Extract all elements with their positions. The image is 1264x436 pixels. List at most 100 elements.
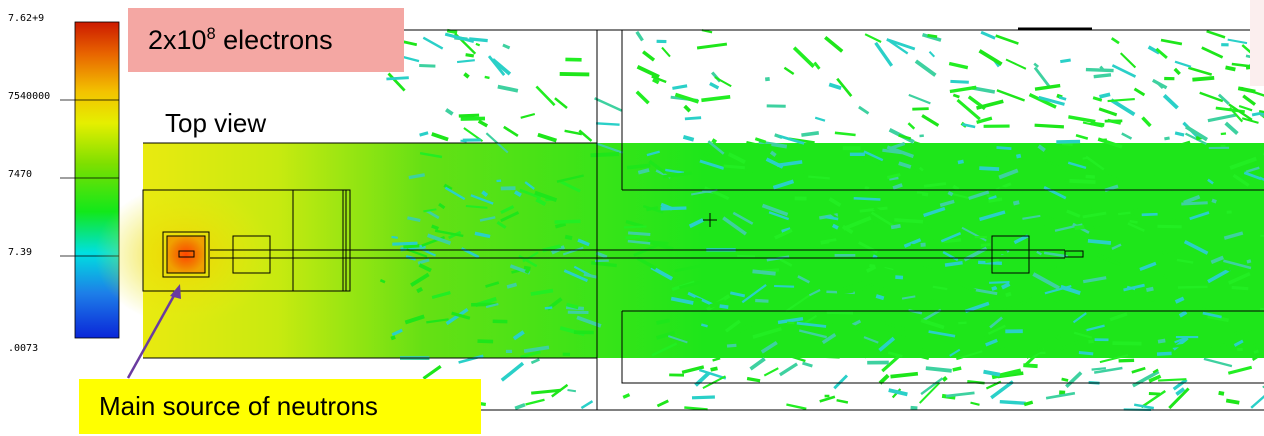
colorbar-label-max: 7.62+9	[8, 13, 45, 24]
particle-track	[999, 400, 1026, 405]
particle-track	[1012, 200, 1020, 206]
particle-track	[898, 235, 906, 239]
particle-track	[1085, 67, 1114, 73]
particle-track	[833, 374, 849, 390]
particle-track	[554, 222, 567, 229]
particle-track	[1093, 73, 1112, 79]
particle-track	[938, 148, 966, 154]
particle-track	[954, 279, 977, 293]
particle-track	[1093, 166, 1116, 177]
particle-track	[656, 399, 669, 408]
particle-track	[1162, 249, 1169, 255]
particle-track	[719, 304, 729, 309]
particle-track	[1163, 274, 1170, 280]
particle-track	[1037, 144, 1046, 152]
particle-track	[660, 206, 687, 211]
particle-track	[1073, 331, 1093, 339]
particle-track	[872, 254, 878, 259]
particle-track	[858, 339, 875, 345]
particle-track	[1119, 52, 1137, 69]
particle-track	[1223, 259, 1252, 270]
particle-track	[792, 46, 815, 68]
particle-track	[1127, 222, 1145, 232]
particle-track	[1175, 387, 1186, 396]
particle-track	[925, 298, 935, 306]
particle-track	[688, 218, 704, 229]
particle-track	[701, 95, 731, 103]
particle-track	[477, 339, 494, 344]
particle-track	[824, 36, 844, 53]
particle-track	[1054, 144, 1075, 158]
particle-track	[957, 261, 971, 271]
particle-track	[502, 43, 511, 50]
particle-track	[1217, 93, 1230, 105]
particle-track	[1132, 206, 1150, 214]
particle-track	[1245, 166, 1260, 173]
particle-track	[537, 132, 557, 143]
particle-track	[836, 288, 854, 295]
particle-track	[707, 140, 725, 155]
particle-track	[519, 188, 542, 200]
particle-track	[1068, 115, 1096, 124]
particle-track	[961, 226, 987, 242]
particle-track	[637, 168, 650, 175]
particle-track	[995, 34, 1019, 45]
particle-track	[1253, 250, 1264, 255]
particle-track	[988, 197, 1003, 203]
particle-track	[1183, 194, 1201, 205]
particle-track	[820, 238, 837, 245]
particle-track	[907, 122, 916, 130]
particle-track	[785, 293, 811, 313]
particle-track	[1155, 81, 1164, 90]
particle-track	[699, 195, 712, 200]
particle-track	[1210, 255, 1224, 265]
electron-count-exponent: 8	[206, 25, 216, 43]
particle-track	[838, 281, 864, 292]
particle-track	[922, 263, 933, 270]
particle-track	[901, 295, 916, 300]
particle-track	[431, 224, 439, 231]
particle-track	[1188, 66, 1213, 76]
particle-track	[1045, 391, 1076, 400]
particle-track	[1201, 46, 1224, 59]
particle-track	[737, 254, 756, 258]
particle-track	[956, 350, 983, 361]
particle-track	[392, 241, 418, 246]
particle-track	[927, 33, 938, 39]
particle-track	[524, 268, 530, 274]
particle-track	[1013, 234, 1029, 245]
particle-track	[1207, 113, 1237, 123]
particle-track	[948, 61, 969, 70]
particle-track	[895, 275, 904, 280]
particle-track	[1111, 243, 1122, 251]
particle-track	[426, 318, 449, 324]
particle-track	[1103, 257, 1123, 267]
particle-track	[691, 188, 718, 196]
particle-track	[1070, 205, 1093, 210]
particle-track	[683, 104, 692, 113]
particle-track	[1164, 226, 1177, 232]
particle-track	[1082, 211, 1107, 219]
particle-track	[944, 260, 963, 267]
particle-track	[1152, 368, 1159, 374]
particle-track	[727, 152, 746, 165]
particle-track	[802, 361, 813, 368]
particle-track	[524, 181, 535, 190]
particle-track	[932, 153, 949, 158]
particle-track	[431, 291, 451, 300]
particle-track	[1072, 312, 1087, 324]
particle-track	[445, 307, 469, 326]
particle-track	[879, 286, 891, 293]
particle-track	[940, 232, 962, 243]
particle-track	[726, 343, 737, 348]
particle-track	[497, 84, 519, 93]
particle-track	[1172, 378, 1188, 391]
particle-track	[881, 355, 900, 373]
particle-track	[496, 220, 507, 229]
particle-track	[512, 330, 525, 341]
particle-track	[531, 388, 561, 395]
particle-track	[825, 215, 839, 221]
particle-track	[981, 317, 987, 323]
particle-track	[1121, 132, 1133, 140]
